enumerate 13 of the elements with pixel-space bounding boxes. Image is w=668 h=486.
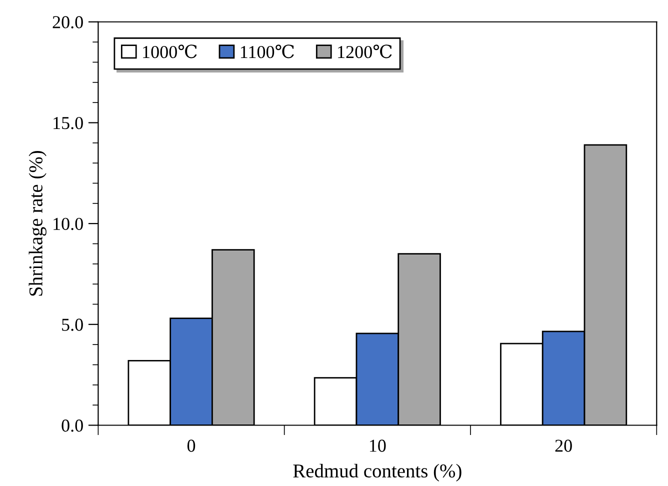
y-tick-label: 10.0	[54, 218, 83, 230]
x-tick-label: 20	[555, 440, 572, 452]
x-tick-label: 10	[370, 440, 386, 452]
x-tick-label: 0	[187, 440, 196, 452]
y-tick-label: 0.0	[62, 420, 83, 432]
x-axis-title: Redmud contents (%)	[293, 464, 462, 482]
legend-label: 1100℃	[240, 44, 294, 58]
y-tick-label: 5.0	[62, 318, 83, 331]
legend-label: 1200℃	[338, 44, 392, 58]
y-axis-title: Shrinkage rate (%)	[28, 150, 46, 296]
y-tick-label: 15.0	[54, 116, 83, 130]
legend-label: 1000℃	[143, 44, 197, 58]
y-tick-label: 20.0	[52, 16, 83, 28]
